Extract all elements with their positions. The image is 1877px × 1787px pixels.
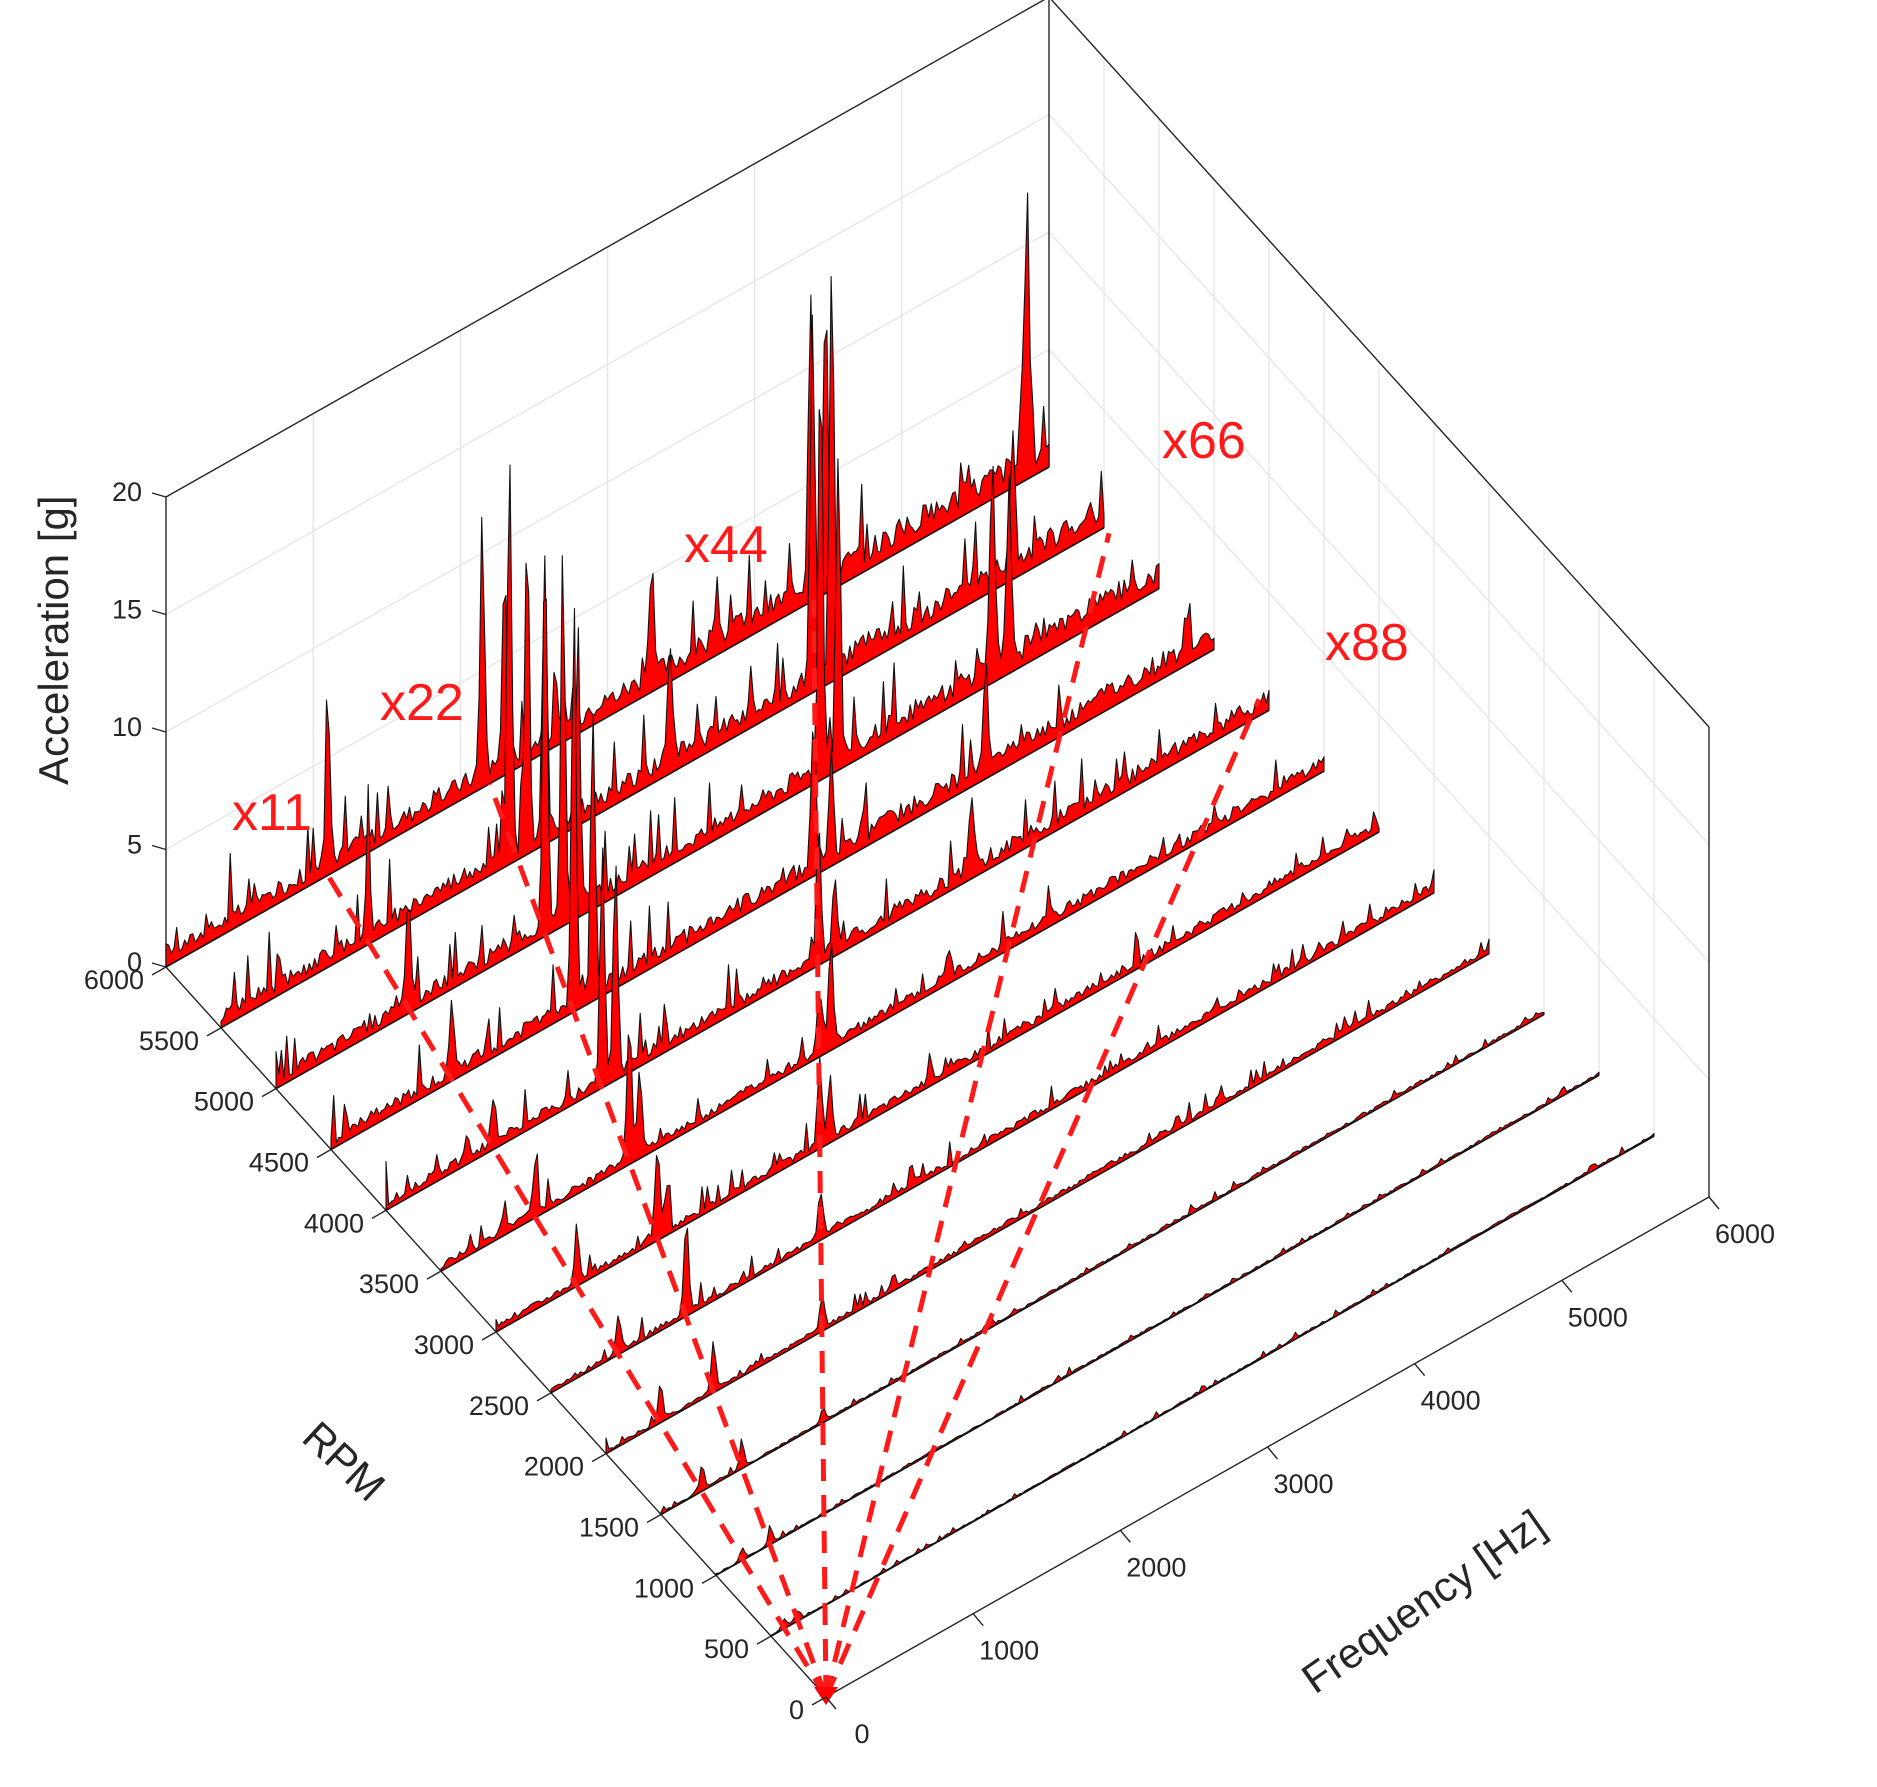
x-tick-label: 4000	[1421, 1386, 1481, 1416]
y-tick-label: 4500	[249, 1148, 309, 1178]
order-line-x88	[823, 698, 1262, 1698]
tick-labels: 0 5 10 15 20 0 500 1000 1500 2000 2500 3000 3500 4000…	[84, 477, 1775, 1749]
z-tick-label: 10	[112, 712, 142, 742]
order-label-x44: x44	[684, 516, 768, 574]
grid	[165, 0, 1710, 1137]
z-tick-mark	[151, 962, 167, 968]
spectrum-baseline	[715, 1074, 1600, 1577]
z-tick-mark	[151, 844, 167, 851]
y-tick-label: 6000	[84, 965, 144, 995]
spectrum-6000	[165, 192, 1050, 968]
order-line-x66	[823, 532, 1112, 1698]
z-axis-label: Acceleration [g]	[30, 496, 77, 786]
y-tick-label: 4000	[304, 1208, 364, 1238]
z-tick-mark	[151, 609, 167, 616]
z-tick-label: 20	[112, 477, 142, 507]
y-tick-mark	[316, 1148, 332, 1159]
spectrum-2500	[550, 869, 1435, 1394]
spectrum-3000	[495, 811, 1380, 1333]
spectrum-baseline	[440, 770, 1325, 1272]
order-lines	[325, 532, 1262, 1705]
y-tick-mark	[151, 966, 167, 976]
y-tick-label: 3000	[414, 1330, 474, 1360]
spectrum-baseline	[275, 587, 1160, 1090]
y-tick-label: 2000	[524, 1452, 584, 1482]
y-tick-mark	[261, 1088, 277, 1098]
order-label-x88: x88	[1325, 614, 1409, 672]
spectrum-2000	[605, 938, 1490, 1455]
order-line-x11	[325, 874, 829, 1699]
y-tick-mark	[371, 1209, 387, 1219]
spectrum-baseline	[330, 648, 1215, 1151]
spectrum-3500	[440, 756, 1325, 1272]
order-label-x22: x22	[380, 674, 464, 732]
axes-box-edge	[1050, 0, 1710, 728]
x-axis-label: Frequency [Hz]	[1293, 1501, 1553, 1703]
y-tick-label: 500	[704, 1634, 749, 1664]
spectrum-baseline	[660, 1013, 1545, 1516]
z-tick-label: 5	[127, 830, 142, 860]
y-tick-label: 0	[789, 1695, 804, 1725]
x-tick-label: 6000	[1715, 1219, 1775, 1249]
y-tick-label: 5000	[194, 1087, 254, 1117]
x-tick-label: 3000	[1273, 1469, 1333, 1499]
x-tick-mark	[972, 1613, 984, 1627]
y-tick-mark	[701, 1574, 717, 1584]
spectrum-5000	[275, 409, 1160, 1090]
x-tick-mark	[1266, 1446, 1279, 1460]
spectra	[165, 192, 1655, 1637]
spectrum-baseline	[495, 831, 1380, 1333]
spectrum-baseline	[550, 892, 1435, 1394]
origin-marker	[814, 1687, 838, 1705]
x-tick-mark	[1414, 1363, 1426, 1377]
spectrum-5500	[220, 276, 1105, 1029]
x-tick-mark	[825, 1696, 837, 1710]
spectrum-baseline	[385, 709, 1270, 1212]
order-label-x11: x11	[232, 784, 312, 842]
spectrum-4000	[385, 689, 1270, 1211]
y-tick-label: 2500	[469, 1391, 529, 1421]
y-tick-label: 1500	[579, 1513, 639, 1543]
z-tick-mark	[151, 727, 167, 733]
x-tick-label: 0	[854, 1719, 869, 1749]
order-label-x66: x66	[1162, 412, 1246, 470]
spectrum-baseline	[165, 466, 1050, 968]
y-tick-mark	[426, 1270, 442, 1280]
y-tick-label: 3500	[359, 1269, 419, 1299]
y-tick-label: 1000	[634, 1573, 694, 1603]
x-tick-label: 5000	[1568, 1302, 1628, 1332]
x-tick-mark	[1708, 1196, 1720, 1210]
z-tick-mark	[151, 492, 167, 498]
x-tick-label: 1000	[979, 1636, 1039, 1666]
spectrum-4500	[330, 602, 1215, 1151]
y-axis-label: RPM	[294, 1412, 394, 1510]
y-tick-mark	[756, 1635, 772, 1645]
order-line-x44	[811, 600, 829, 1698]
spectrum-baseline	[770, 1135, 1655, 1637]
y-tick-mark	[646, 1513, 662, 1524]
z-tick-label: 15	[112, 595, 142, 625]
y-tick-mark	[536, 1392, 552, 1402]
x-tick-mark	[1119, 1529, 1131, 1543]
y-tick-mark	[811, 1696, 827, 1706]
z-tick-label: 0	[127, 947, 142, 977]
order-line-x22	[487, 782, 829, 1698]
spectrum-baseline	[605, 952, 1490, 1455]
x-tick-mark	[1561, 1279, 1573, 1293]
y-tick-mark	[206, 1027, 222, 1037]
y-tick-mark	[591, 1453, 607, 1463]
x-tick-label: 2000	[1126, 1552, 1186, 1582]
y-tick-mark	[481, 1331, 497, 1341]
axes-box	[165, 0, 1710, 1698]
axes-box-edge	[165, 0, 1046, 498]
y-tick-label: 5500	[139, 1026, 199, 1056]
